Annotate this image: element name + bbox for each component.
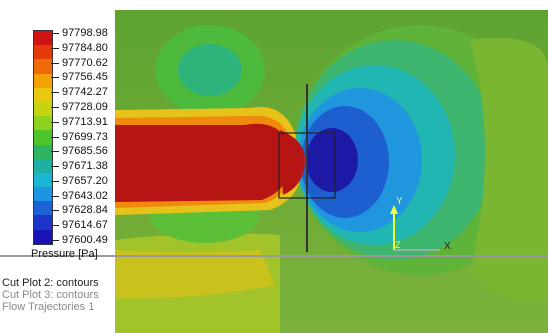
plot-list-item[interactable]: Flow Trajectories 1 xyxy=(2,301,95,313)
colorbar-cell xyxy=(34,158,52,173)
legend-tick-label: 97657.20 xyxy=(62,174,108,187)
legend-tick-label: 97784.80 xyxy=(62,41,108,54)
legend-tick-mark xyxy=(51,92,59,94)
legend-tick-label: 97628.84 xyxy=(62,204,108,217)
legend-tick-mark xyxy=(51,151,59,153)
colorbar-cell xyxy=(34,59,52,74)
colorbar-cell xyxy=(34,172,52,188)
pressure-colorbar xyxy=(33,30,53,245)
triad-y-label: Y xyxy=(396,196,403,207)
colorbar-cell xyxy=(34,187,52,202)
colorbar-cell xyxy=(34,87,52,102)
legend-tick-mark xyxy=(51,47,59,49)
triad-y-arrow xyxy=(390,205,398,214)
triad-z-label: Z xyxy=(395,240,401,250)
colorbar-cell xyxy=(34,215,52,230)
legend-tick-mark xyxy=(51,195,59,197)
legend-tick-mark xyxy=(51,33,59,34)
legend-tick-mark xyxy=(51,62,59,64)
legend-tick-mark xyxy=(51,180,59,182)
colorbar-cell xyxy=(34,201,52,216)
colorbar-cell xyxy=(34,229,52,244)
plot-list-item[interactable]: Cut Plot 2: contours xyxy=(2,277,99,289)
legend-tick-label: 97600.49 xyxy=(62,234,108,246)
legend-tick-label: 97728.09 xyxy=(62,100,108,113)
pressure-legend: 97798.98 97784.80 97770.62 97756.45 97742.27… xyxy=(31,27,141,260)
legend-tick-label: 97770.62 xyxy=(62,56,108,69)
colorbar-cell xyxy=(34,144,52,159)
legend-tick-label: 97643.02 xyxy=(62,189,108,202)
legend-tick-label: 97685.56 xyxy=(62,145,108,158)
colorbar-cell xyxy=(34,73,52,88)
legend-tick-label: 97742.27 xyxy=(62,86,108,99)
legend-tick-mark xyxy=(51,210,59,212)
legend-tick-mark xyxy=(51,225,59,227)
legend-tick-label: 97614.67 xyxy=(62,219,108,232)
high-pressure-jet xyxy=(280,130,305,195)
legend-title: Pressure [Pa] xyxy=(31,248,98,260)
legend-tick-mark xyxy=(51,166,59,168)
legend-tick-label: 97713.91 xyxy=(62,115,108,128)
legend-tick-label: 97699.73 xyxy=(62,130,108,143)
legend-tick-mark xyxy=(51,121,59,123)
legend-tick-mark xyxy=(51,106,59,108)
computational-domain-box xyxy=(278,132,336,199)
legend-tick-mark xyxy=(51,77,59,79)
contour-region xyxy=(470,38,548,302)
colorbar-cell xyxy=(34,101,52,117)
colorbar-cell xyxy=(34,31,52,46)
contour-region xyxy=(115,250,275,299)
legend-tick-label: 97671.38 xyxy=(62,160,108,173)
contour-region xyxy=(178,44,242,96)
high-pressure-jet xyxy=(115,123,291,202)
low-pressure-core xyxy=(306,128,358,192)
colorbar-cell xyxy=(34,130,52,145)
colorbar-cell xyxy=(34,116,52,131)
plots-list: Cut Plot 2: contours Cut Plot 3: contours… xyxy=(2,277,99,313)
legend-tick-mark xyxy=(51,240,59,241)
colorbar-cell xyxy=(34,45,52,60)
plot-list-item[interactable]: Cut Plot 3: contours xyxy=(2,289,99,301)
legend-tick-label: 97756.45 xyxy=(62,71,108,84)
legend-tick-mark xyxy=(51,136,59,138)
triad-x-label: X xyxy=(444,241,451,252)
legend-tick-label: 97798.98 xyxy=(62,27,108,39)
